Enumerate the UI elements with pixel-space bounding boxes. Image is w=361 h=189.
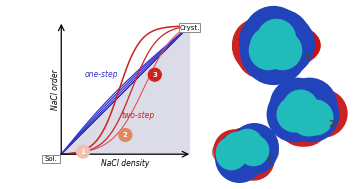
Point [266,40,272,43]
Circle shape [119,129,132,141]
Point [266,48,271,51]
Text: NaCl density: NaCl density [101,159,149,168]
Point [250,149,256,152]
Point [320,111,326,114]
Point [277,38,283,41]
Point [303,107,309,110]
Point [312,115,318,119]
Point [305,116,311,119]
Point [297,112,303,115]
Circle shape [148,68,161,81]
Point [291,112,297,115]
Circle shape [238,25,318,66]
Circle shape [269,94,341,132]
Circle shape [213,135,278,169]
Point [250,149,256,152]
Point [240,151,246,154]
Point [257,45,262,48]
Text: 3: 3 [152,72,157,78]
Text: 2: 2 [328,120,334,129]
Point [260,50,265,53]
Point [265,46,271,49]
Point [234,146,240,149]
Point [267,50,273,53]
Text: 1: 1 [266,157,272,167]
Text: Sol.: Sol. [44,156,57,162]
Point [255,43,261,46]
Point [239,145,245,148]
Point [273,51,278,54]
Point [294,104,300,107]
Point [282,43,287,46]
Point [266,45,272,48]
Point [282,42,288,45]
Point [251,145,257,148]
Point [292,111,298,114]
FancyBboxPatch shape [178,23,200,32]
Point [309,106,315,109]
Point [279,49,284,52]
Point [256,45,261,48]
Point [273,36,279,39]
Point [298,120,304,123]
Point [302,120,308,123]
Point [291,113,297,116]
Text: one-step: one-step [84,70,118,79]
Point [244,143,250,146]
Point [281,49,287,52]
Point [306,103,312,106]
Point [277,39,283,42]
Point [242,147,247,150]
Text: two-step: two-step [122,111,155,120]
Text: 1: 1 [81,149,86,155]
Point [271,45,277,48]
Point [270,34,276,37]
Point [309,112,314,115]
Point [250,157,256,160]
Point [300,108,306,111]
Point [228,153,234,156]
Point [269,50,275,53]
Point [270,53,276,56]
Point [238,154,243,157]
Point [236,156,242,160]
Point [228,151,234,154]
Polygon shape [61,26,190,154]
Text: NaCl order: NaCl order [51,70,60,111]
FancyBboxPatch shape [42,155,60,163]
Text: Cryst.: Cryst. [179,25,200,31]
Point [293,112,299,115]
Point [297,105,303,108]
Circle shape [77,145,90,158]
Point [266,44,272,47]
Point [231,148,237,151]
Text: 3: 3 [304,53,310,62]
Text: 2: 2 [123,132,128,138]
